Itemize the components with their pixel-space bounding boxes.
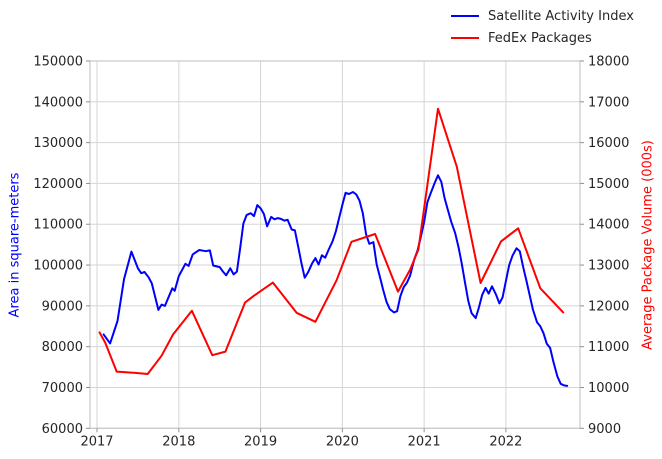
tick-label-layer: 2017 2018 2019 2020 2021 2022 60000 70000 80000 9… — [33, 55, 629, 450]
y-right-tick-label: 11000 — [588, 340, 629, 355]
x-tick-label: 2018 — [162, 434, 195, 449]
y-left-tick-label: 60000 — [42, 422, 83, 437]
y-left-tick-label: 130000 — [33, 136, 83, 151]
y-left-tick-label: 150000 — [33, 55, 83, 70]
y-left-tick-label: 100000 — [33, 259, 83, 274]
y-right-tick-label: 12000 — [588, 299, 629, 314]
series-line-satellite — [102, 174, 569, 387]
legend-label-fedex: FedEx Packages — [488, 30, 592, 46]
y-left-tick-label: 110000 — [33, 218, 83, 233]
red-line-swatch — [451, 37, 479, 39]
y-axis-label-right: Average Package Volume (000s) — [640, 140, 656, 350]
series-layer — [98, 107, 569, 387]
x-tick-label: 2021 — [408, 434, 441, 449]
y-right-tick-label: 16000 — [588, 136, 629, 151]
legend-label-satellite: Satellite Activity Index — [488, 8, 634, 24]
x-tick-label: 2020 — [326, 434, 359, 449]
y-left-tick-label: 80000 — [42, 340, 83, 355]
blue-line-swatch — [451, 15, 479, 17]
series-line-fedex — [98, 107, 565, 375]
x-tick-label: 2022 — [489, 434, 522, 449]
x-tick-label: 2017 — [80, 434, 113, 449]
y-left-tick-label: 90000 — [42, 299, 83, 314]
y-right-tick-label: 10000 — [588, 381, 629, 396]
legend: Satellite Activity Index FedEx Packages — [451, 7, 634, 47]
y-right-tick-label: 15000 — [588, 177, 629, 192]
legend-item-fedex: FedEx Packages — [451, 29, 634, 47]
plot-area-border — [89, 60, 581, 429]
y-left-tick-label: 120000 — [33, 177, 83, 192]
y-right-tick-label: 13000 — [588, 259, 629, 274]
y-right-tick-label: 14000 — [588, 218, 629, 233]
y-right-tick-label: 18000 — [588, 55, 629, 70]
grid-layer — [90, 60, 580, 429]
legend-item-satellite: Satellite Activity Index — [451, 7, 634, 25]
x-tick-label: 2019 — [244, 434, 277, 449]
y-left-tick-label: 140000 — [33, 95, 83, 110]
y-right-tick-label: 9000 — [588, 422, 621, 437]
y-right-tick-label: 17000 — [588, 95, 629, 110]
axis-layer — [86, 60, 584, 433]
y-left-tick-label: 70000 — [42, 381, 83, 396]
y-axis-label-left: Area in square-meters — [7, 172, 23, 318]
